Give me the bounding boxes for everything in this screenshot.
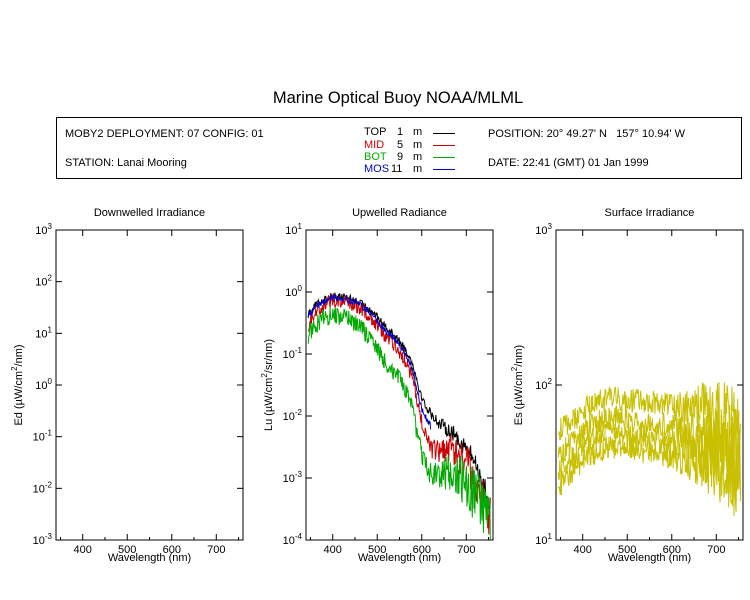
plot-frame xyxy=(305,229,494,541)
series-line xyxy=(307,307,491,540)
legend-unit-bot: m xyxy=(413,151,423,163)
chart-title: Surface Irradiance xyxy=(605,207,695,219)
x-tick-label: 500 xyxy=(368,544,386,556)
date-text: DATE: 22:41 (GMT) 01 Jan 1999 xyxy=(488,157,649,169)
legend-line-mos xyxy=(433,169,455,170)
x-tick-label: 500 xyxy=(618,544,636,556)
y-tick-label: 100 xyxy=(35,377,52,392)
y-tick-label: 101 xyxy=(535,532,552,547)
legend-name-top: TOP xyxy=(364,126,387,138)
y-tick-label: 101 xyxy=(285,222,302,237)
legend-name-mid: MID xyxy=(364,139,385,151)
y-tick-label: 10-1 xyxy=(33,429,53,444)
chart-ed: Downwelled Irradiance 400 500 600 700 103 102 1… xyxy=(10,207,244,564)
legend-line-top xyxy=(433,133,455,134)
position-text: POSITION: 20° 49.27' N 157° 10.94' W xyxy=(488,128,686,140)
info-box: MOBY2 DEPLOYMENT: 07 CONFIG: 01 STATION:… xyxy=(56,117,742,179)
y-axis-label: Es (µW/cm2/nm) xyxy=(510,345,525,425)
plot-frame xyxy=(555,229,744,541)
y-tick-label: 102 xyxy=(35,274,52,289)
y-axis-label: Ed (µW/cm2/nm) xyxy=(10,344,25,425)
x-tick-label: 600 xyxy=(413,544,431,556)
x-tick-label: 700 xyxy=(457,544,475,556)
y-tick-label: 103 xyxy=(35,222,52,237)
legend-depth-mid: 5 xyxy=(397,139,404,151)
x-tick-label: 400 xyxy=(74,544,92,556)
y-tick-label: 10-2 xyxy=(283,408,303,423)
deployment-text: MOBY2 DEPLOYMENT: 07 CONFIG: 01 xyxy=(65,128,264,140)
series-line xyxy=(307,293,432,430)
y-tick-label: 10-1 xyxy=(283,346,303,361)
x-tick-label: 700 xyxy=(707,544,725,556)
series-line xyxy=(307,293,491,535)
legend-unit-top: m xyxy=(413,126,423,138)
x-tick-label: 400 xyxy=(324,544,342,556)
chart-title: Upwelled Radiance xyxy=(352,207,447,219)
chart-title: Downwelled Irradiance xyxy=(94,207,205,219)
legend-depth-bot: 9 xyxy=(397,151,404,163)
legend-unit-mos: m xyxy=(413,163,423,175)
page-title: Marine Optical Buoy NOAA/MLML xyxy=(272,89,524,107)
y-tick-label: 100 xyxy=(285,284,302,299)
plot-frame xyxy=(55,229,244,541)
y-tick-label: 10-4 xyxy=(283,532,303,547)
y-tick-label: 10-2 xyxy=(33,480,53,495)
chart-es: Surface Irradiance 400 500 600 700 103 102 101 W… xyxy=(510,207,744,564)
legend-name-mos: MOS xyxy=(364,163,390,175)
series-line xyxy=(557,436,741,517)
x-tick-label: 600 xyxy=(163,544,181,556)
x-tick-label: 700 xyxy=(207,544,225,556)
x-axis-label: Wavelength (nm) xyxy=(608,552,691,564)
legend-depth-top: 1 xyxy=(397,126,404,138)
legend-line-bot xyxy=(433,157,455,158)
y-axis-label: Lu (µW/cm2/sr/nm) xyxy=(260,339,275,431)
y-tick-label: 101 xyxy=(35,325,52,340)
y-tick-label: 102 xyxy=(535,377,552,392)
series-line xyxy=(558,382,741,471)
x-tick-label: 500 xyxy=(118,544,136,556)
y-tick-label: 10-3 xyxy=(283,470,303,485)
x-axis-label: Wavelength (nm) xyxy=(108,552,191,564)
x-tick-label: 400 xyxy=(574,544,592,556)
legend-depth-mos: 11 xyxy=(391,163,403,175)
series-line xyxy=(307,292,491,510)
legend-name-bot: BOT xyxy=(364,151,387,163)
y-tick-label: 103 xyxy=(535,222,552,237)
legend-line-mid xyxy=(433,145,455,146)
x-axis-label: Wavelength (nm) xyxy=(358,552,441,564)
legend-unit-mid: m xyxy=(413,139,423,151)
station-text: STATION: Lanai Mooring xyxy=(65,157,187,169)
chart-lu: Upwelled Radiance 400 500 600 700 101 100 10-1 1… xyxy=(260,207,494,564)
y-tick-label: 10-3 xyxy=(33,532,53,547)
x-tick-label: 600 xyxy=(663,544,681,556)
